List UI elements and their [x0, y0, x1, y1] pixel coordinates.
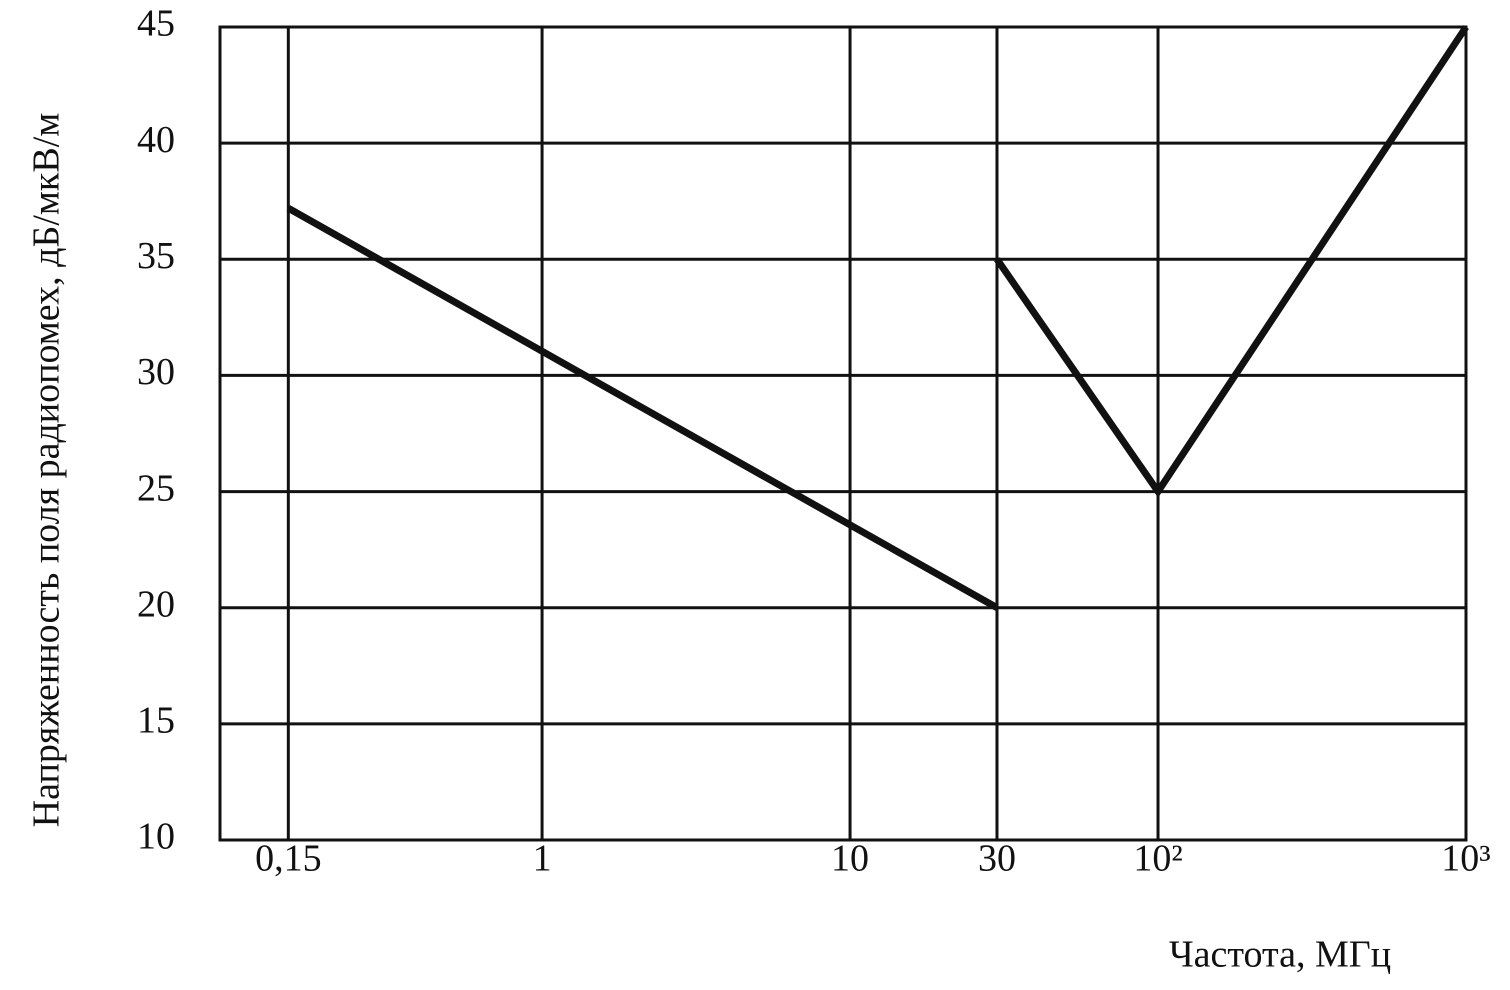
y-tick-label: 25 [137, 467, 175, 509]
x-axis-title: Частота, МГц [1169, 934, 1391, 976]
plot-frame [218, 25, 1468, 842]
y-tick-label: 35 [137, 235, 175, 277]
y-tick-label: 15 [137, 700, 175, 742]
x-tick-label: 10³ [1441, 838, 1490, 880]
y-tick-label: 40 [137, 119, 175, 161]
x-tick-label: 0,15 [255, 838, 322, 880]
data-line [286, 25, 1469, 611]
y-tick-label: 45 [137, 3, 175, 45]
x-tick-label: 1 [533, 838, 552, 880]
x-tick-label: 10 [831, 838, 869, 880]
y-axis-title: Напряженность поля радиопомех, дБ/мкВ/м [26, 113, 68, 828]
x-tick-label: 10² [1133, 838, 1182, 880]
y-tick-label: 30 [137, 351, 175, 393]
x-tick-label: 30 [978, 838, 1016, 880]
y-tick-label: 10 [137, 816, 175, 858]
y-tick-label: 20 [137, 583, 175, 625]
